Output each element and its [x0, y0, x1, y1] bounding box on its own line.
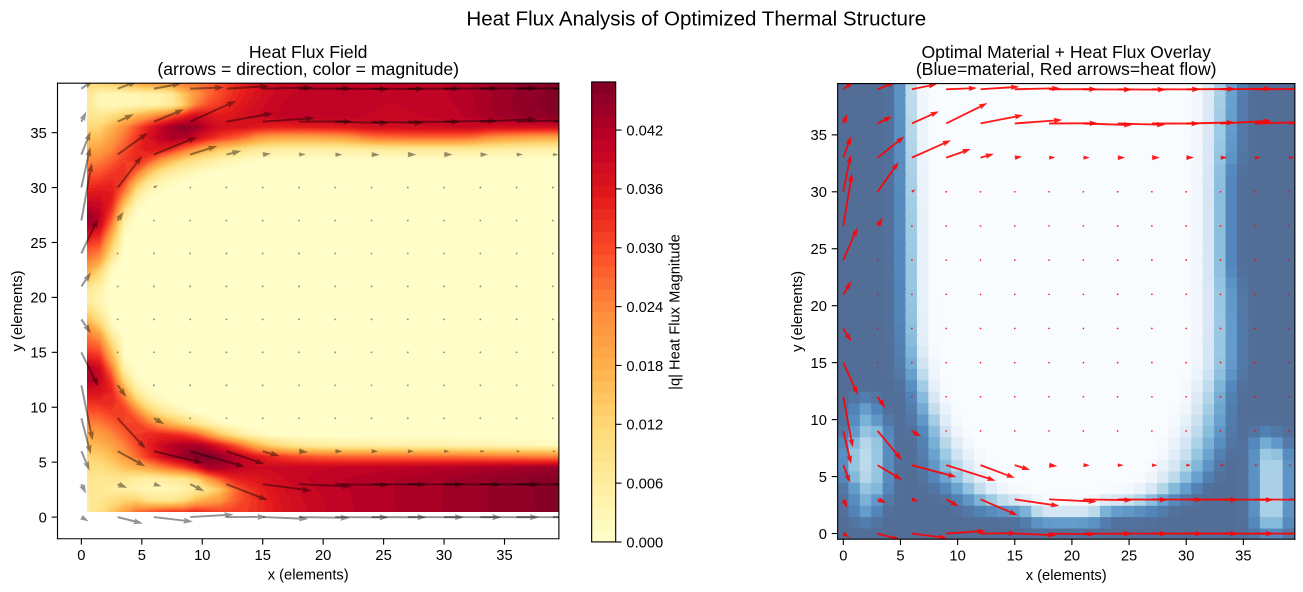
svg-text:30: 30	[30, 181, 46, 197]
svg-text:x (elements): x (elements)	[268, 567, 349, 583]
svg-text:y (elements): y (elements)	[790, 271, 806, 352]
svg-text:20: 20	[1064, 549, 1080, 565]
svg-text:10: 10	[194, 548, 210, 564]
svg-text:Heat Flux Analysis of Optimize: Heat Flux Analysis of Optimized Thermal …	[466, 7, 926, 30]
svg-text:|q| Heat Flux Magnitude: |q| Heat Flux Magnitude	[667, 234, 683, 390]
svg-text:15: 15	[811, 356, 827, 372]
svg-text:0: 0	[39, 510, 47, 526]
svg-text:x (elements): x (elements)	[1026, 568, 1107, 584]
svg-text:0.018: 0.018	[626, 359, 663, 375]
svg-text:0: 0	[839, 549, 847, 565]
svg-text:0.024: 0.024	[626, 300, 663, 316]
svg-text:25: 25	[375, 548, 391, 564]
svg-text:5: 5	[896, 549, 904, 565]
svg-text:20: 20	[30, 291, 46, 307]
svg-text:(Blue=material, Red arrows=hea: (Blue=material, Red arrows=heat flow)	[916, 59, 1217, 79]
svg-text:10: 10	[949, 549, 965, 565]
svg-text:5: 5	[819, 470, 827, 486]
svg-text:10: 10	[811, 413, 827, 429]
svg-text:10: 10	[30, 401, 46, 417]
svg-text:30: 30	[811, 185, 827, 201]
svg-text:y (elements): y (elements)	[10, 271, 26, 352]
svg-text:Heat Flux Field: Heat Flux Field	[249, 42, 368, 62]
svg-text:15: 15	[255, 548, 271, 564]
svg-text:5: 5	[39, 456, 47, 472]
svg-text:30: 30	[1178, 549, 1194, 565]
svg-text:30: 30	[436, 548, 452, 564]
svg-text:25: 25	[1121, 549, 1137, 565]
svg-text:0.000: 0.000	[626, 535, 663, 551]
svg-text:Optimal Material + Heat Flux O: Optimal Material + Heat Flux Overlay	[921, 42, 1211, 62]
svg-text:35: 35	[811, 128, 827, 144]
svg-text:0.030: 0.030	[626, 241, 663, 257]
svg-text:25: 25	[811, 242, 827, 258]
svg-text:0.042: 0.042	[626, 123, 663, 139]
svg-text:20: 20	[315, 548, 331, 564]
svg-text:20: 20	[811, 299, 827, 315]
svg-text:5: 5	[138, 548, 146, 564]
svg-text:0: 0	[819, 527, 827, 543]
svg-text:(arrows = direction, color = m: (arrows = direction, color = magnitude)	[157, 59, 459, 79]
svg-text:35: 35	[1235, 549, 1251, 565]
svg-text:0.012: 0.012	[626, 418, 663, 434]
svg-text:0.036: 0.036	[626, 182, 663, 198]
svg-text:15: 15	[30, 346, 46, 362]
svg-text:35: 35	[496, 548, 512, 564]
svg-text:35: 35	[30, 126, 46, 142]
svg-text:0.006: 0.006	[626, 476, 663, 492]
svg-text:15: 15	[1007, 549, 1023, 565]
svg-text:25: 25	[30, 236, 46, 252]
svg-text:0: 0	[77, 548, 85, 564]
